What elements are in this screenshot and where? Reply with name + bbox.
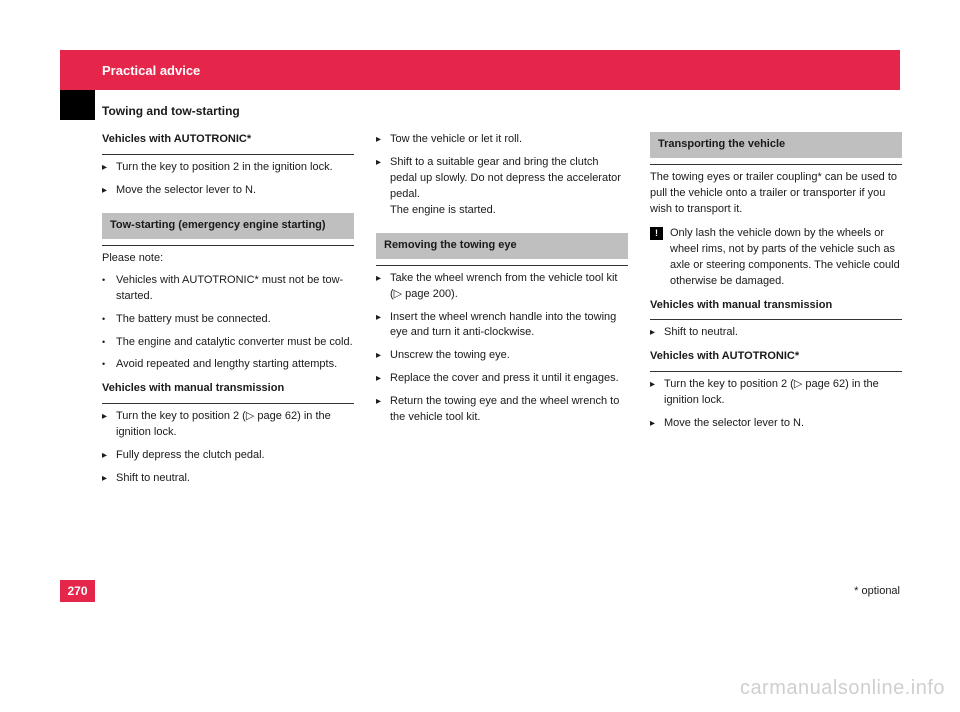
section-title: Towing and tow-starting xyxy=(102,104,240,118)
rule xyxy=(102,245,354,246)
column-2: Tow the vehicle or let it roll. Shift to… xyxy=(376,132,628,494)
optional-footnote: * optional xyxy=(854,585,900,597)
list: Turn the key to position 2 (▷ page 62) i… xyxy=(650,377,902,432)
chapter-header: Practical advice xyxy=(60,50,900,90)
list: Shift to neutral. xyxy=(650,325,902,341)
column-3: Transporting the vehicle The towing eyes… xyxy=(650,132,902,494)
subhead: Vehicles with manual transmission xyxy=(102,381,354,397)
column-1: Vehicles with AUTOTRONIC* Turn the key t… xyxy=(102,132,354,494)
list-item: Move the selector lever to N. xyxy=(650,416,902,432)
rule xyxy=(376,265,628,266)
list: Vehicles with AUTOTRONIC* must not be to… xyxy=(102,273,354,374)
subhead: Vehicles with manual transmission xyxy=(650,298,902,314)
subhead: Vehicles with AUTOTRONIC* xyxy=(650,349,902,365)
list-item: Take the wheel wrench from the vehicle t… xyxy=(376,271,628,303)
list-item: Vehicles with AUTOTRONIC* must not be to… xyxy=(102,273,354,305)
list-item: Turn the key to position 2 (▷ page 62) i… xyxy=(102,409,354,441)
subhead: Vehicles with AUTOTRONIC* xyxy=(102,132,354,148)
list-item: Move the selector lever to N. xyxy=(102,183,354,199)
list-item: Fully depress the clutch pedal. xyxy=(102,448,354,464)
gray-heading: Removing the towing eye xyxy=(376,233,628,259)
list-item: Shift to neutral. xyxy=(102,471,354,487)
rule xyxy=(102,403,354,404)
list-item: Avoid repeated and lengthy starting atte… xyxy=(102,357,354,373)
list-item: Replace the cover and press it until it … xyxy=(376,371,628,387)
rule xyxy=(650,319,902,320)
list-item: Return the towing eye and the wheel wren… xyxy=(376,394,628,426)
list-item: Shift to a suitable gear and bring the c… xyxy=(376,155,628,219)
warning-text: Only lash the vehicle down by the wheels… xyxy=(670,227,900,287)
gray-heading: Transporting the vehicle xyxy=(650,132,902,158)
list: Turn the key to position 2 (▷ page 62) i… xyxy=(102,409,354,487)
list: Turn the key to position 2 in the igniti… xyxy=(102,160,354,199)
warning-icon: ! xyxy=(650,227,663,240)
list-item: Turn the key to position 2 (▷ page 62) i… xyxy=(650,377,902,409)
side-tab xyxy=(60,90,95,120)
list-item: Unscrew the towing eye. xyxy=(376,348,628,364)
list-item: Tow the vehicle or let it roll. xyxy=(376,132,628,148)
warning-note: ! Only lash the vehicle down by the whee… xyxy=(650,226,902,290)
list: Take the wheel wrench from the vehicle t… xyxy=(376,271,628,427)
paragraph: The towing eyes or trailer coupling* can… xyxy=(650,170,902,218)
rule xyxy=(102,154,354,155)
list-item: The battery must be connected. xyxy=(102,312,354,328)
list: Tow the vehicle or let it roll. Shift to… xyxy=(376,132,628,219)
paragraph: Please note: xyxy=(102,251,354,267)
list-item: Insert the wheel wrench handle into the … xyxy=(376,310,628,342)
list-item: Turn the key to position 2 in the igniti… xyxy=(102,160,354,176)
list-item: The engine and catalytic converter must … xyxy=(102,335,354,351)
chapter-title: Practical advice xyxy=(102,63,200,78)
content-columns: Vehicles with AUTOTRONIC* Turn the key t… xyxy=(102,132,902,494)
list-item: Shift to neutral. xyxy=(650,325,902,341)
gray-heading: Tow-starting (emergency engine starting) xyxy=(102,213,354,239)
rule xyxy=(650,371,902,372)
page-number: 270 xyxy=(60,580,95,602)
rule xyxy=(650,164,902,165)
watermark: carmanualsonline.info xyxy=(740,677,945,700)
